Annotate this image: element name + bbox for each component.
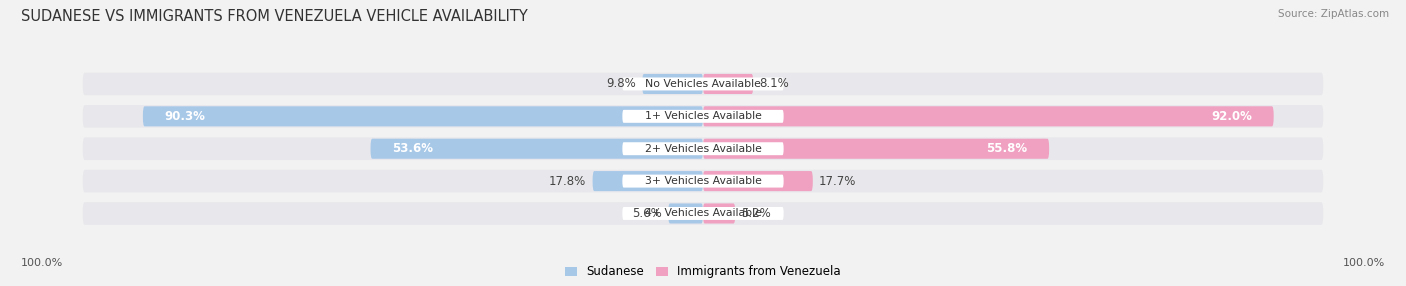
Legend: Sudanese, Immigrants from Venezuela: Sudanese, Immigrants from Venezuela [561,261,845,283]
Text: 3+ Vehicles Available: 3+ Vehicles Available [644,176,762,186]
FancyBboxPatch shape [83,137,1323,160]
FancyBboxPatch shape [703,171,813,191]
FancyBboxPatch shape [703,203,735,224]
Text: 100.0%: 100.0% [1343,258,1385,268]
FancyBboxPatch shape [83,202,1323,225]
Text: 90.3%: 90.3% [165,110,205,123]
Text: 53.6%: 53.6% [392,142,433,155]
FancyBboxPatch shape [623,142,783,155]
Text: 17.7%: 17.7% [818,174,856,188]
FancyBboxPatch shape [703,106,1274,126]
Text: SUDANESE VS IMMIGRANTS FROM VENEZUELA VEHICLE AVAILABILITY: SUDANESE VS IMMIGRANTS FROM VENEZUELA VE… [21,9,527,23]
FancyBboxPatch shape [371,139,703,159]
Text: 5.2%: 5.2% [741,207,772,220]
Text: 8.1%: 8.1% [759,78,789,90]
FancyBboxPatch shape [703,139,1049,159]
Text: 55.8%: 55.8% [986,142,1028,155]
FancyBboxPatch shape [623,175,783,188]
Text: Source: ZipAtlas.com: Source: ZipAtlas.com [1278,9,1389,19]
FancyBboxPatch shape [623,78,783,90]
FancyBboxPatch shape [623,207,783,220]
Text: 5.6%: 5.6% [633,207,662,220]
FancyBboxPatch shape [668,203,703,224]
Text: 100.0%: 100.0% [21,258,63,268]
FancyBboxPatch shape [83,105,1323,128]
Text: 1+ Vehicles Available: 1+ Vehicles Available [644,111,762,121]
FancyBboxPatch shape [623,110,783,123]
FancyBboxPatch shape [643,74,703,94]
Text: 2+ Vehicles Available: 2+ Vehicles Available [644,144,762,154]
Text: No Vehicles Available: No Vehicles Available [645,79,761,89]
FancyBboxPatch shape [703,74,754,94]
FancyBboxPatch shape [592,171,703,191]
FancyBboxPatch shape [143,106,703,126]
Text: 9.8%: 9.8% [606,78,636,90]
Text: 92.0%: 92.0% [1211,110,1251,123]
FancyBboxPatch shape [83,73,1323,95]
FancyBboxPatch shape [83,170,1323,192]
Text: 17.8%: 17.8% [550,174,586,188]
Text: 4+ Vehicles Available: 4+ Vehicles Available [644,208,762,219]
